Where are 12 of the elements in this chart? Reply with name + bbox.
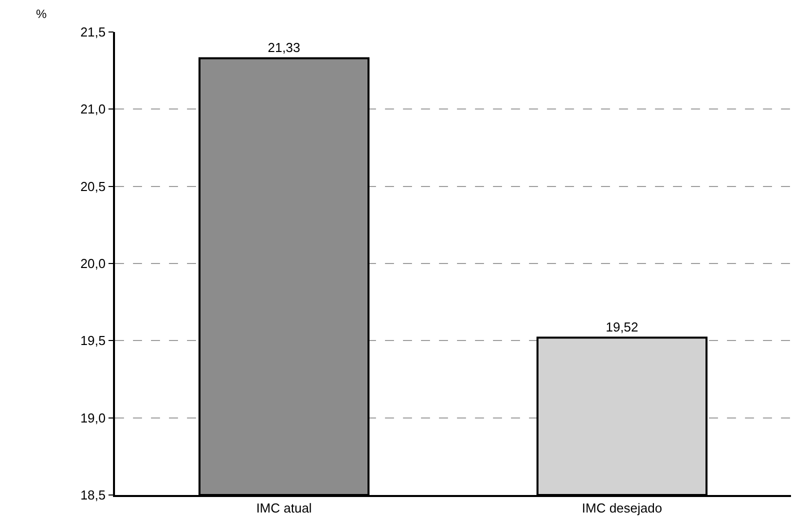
x-tick-label: IMC atual (256, 500, 312, 516)
y-tick-label: 20,5 (80, 178, 106, 194)
y-axis-title: % (36, 7, 47, 21)
y-tick-label: 21,5 (80, 24, 106, 40)
y-tick-label: 21,0 (80, 102, 106, 117)
data-label: 21,33 (268, 40, 300, 56)
y-tick-label: 19,5 (80, 333, 106, 348)
y-tick-label: 18,5 (80, 488, 106, 503)
data-label: 19,52 (606, 320, 638, 335)
y-tick-label: 19,0 (80, 410, 106, 426)
x-tick-label: IMC desejado (582, 500, 662, 516)
y-tick-label: 20,0 (80, 256, 106, 272)
